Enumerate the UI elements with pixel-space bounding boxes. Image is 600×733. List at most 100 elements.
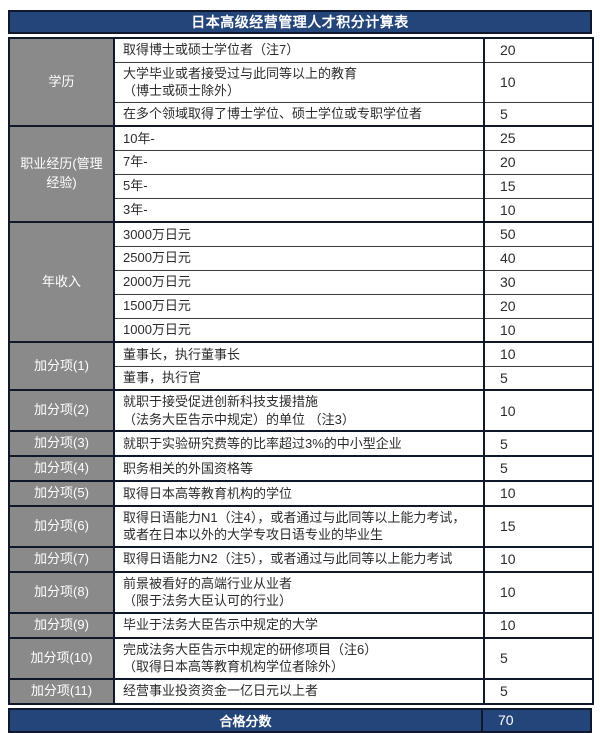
points-cell: 5 [483, 636, 594, 680]
points-cell: 25 [483, 125, 594, 151]
table-row: 加分项(5) 取得日本高等教育机构的学位 10 [8, 479, 594, 507]
description-cell: 取得日语能力N1（注4），或者通过与此同等以上能力考试， 或者在日本以外的大学专攻… [113, 504, 485, 548]
category-cell: 学历 [8, 36, 115, 127]
description-cell: 10年- [113, 125, 485, 151]
points-cell: 40 [483, 245, 594, 271]
table-row: 大学毕业或者接受过与此同等以上的教育 （博士或硕士除外） 10 [9, 61, 594, 103]
points-cell: 10 [483, 61, 594, 103]
points-cell: 15 [483, 173, 594, 199]
points-cell: 10 [483, 197, 594, 223]
description-cell: 前景被看好的高端行业从业者 （限于法务大臣认可的行业） [113, 570, 485, 614]
description-cell: 取得博士或硕士学位者（注7） [113, 37, 485, 63]
table-row: 1500万日元 20 [9, 293, 594, 319]
points-cell: 5 [483, 365, 594, 391]
description-cell: 3年- [113, 197, 485, 223]
description-line: 取得博士或硕士学位者（注7） [123, 42, 300, 58]
category-cell: 加分项(6) [8, 504, 115, 548]
table-row: 董事，执行官 5 [9, 365, 594, 391]
points-cell: 10 [483, 611, 594, 639]
description-line: 10年- [123, 130, 155, 146]
category-cell: 加分项(10) [8, 636, 115, 680]
description-cell: 7年- [113, 149, 485, 175]
description-line: 5年- [123, 178, 148, 194]
description-line: 2000万日元 [123, 274, 191, 290]
description-cell: 经营事业投资资金一亿日元以上者 [113, 677, 485, 705]
description-line: 3000万日元 [123, 226, 191, 242]
description-line: （法务大臣告示中规定）的单位 （注3） [123, 411, 355, 427]
description-line: 1500万日元 [123, 298, 191, 314]
description-line: （取得日本高等教育机构学位者除外） [123, 659, 345, 675]
category-cell: 加分项(4) [8, 455, 115, 482]
description-line: 完成法务大臣告示中规定的研修项目（注6） [123, 641, 378, 657]
category-cell: 加分项(5) [8, 479, 115, 507]
description-cell: 完成法务大臣告示中规定的研修项目（注6） （取得日本高等教育机构学位者除外） [113, 636, 485, 680]
description-cell: 在多个领域取得了博士学位、硕士学位或专职学位者 [113, 101, 485, 127]
description-line: 毕业于法务大臣告示中规定的大学 [123, 617, 319, 633]
description-line: 大学毕业或者接受过与此同等以上的教育 [123, 65, 358, 81]
category-cell: 职业经历(管理经验) [8, 125, 115, 223]
description-line: 3年- [123, 202, 148, 218]
description-line: （博士或硕士除外） [123, 83, 241, 99]
table-row: 3年- 10 [9, 197, 594, 223]
table-row: 5年- 15 [9, 173, 594, 199]
description-line: 前景被看好的高端行业从业者 [123, 575, 293, 591]
description-cell: 董事长，执行董事长 [113, 341, 485, 367]
description-cell: 1500万日元 [113, 293, 485, 319]
table-row: 加分项(8) 前景被看好的高端行业从业者 （限于法务大臣认可的行业） 10 [8, 570, 594, 614]
points-cell: 20 [483, 293, 594, 319]
table-title: 日本高级经营管理人才积分计算表 [8, 10, 592, 34]
category-cell: 加分项(3) [8, 430, 115, 457]
description-line: 职务相关的外国资格等 [123, 460, 254, 476]
table-row: 7年- 20 [9, 149, 594, 175]
table-row: 加分项(9) 毕业于法务大臣告示中规定的大学 10 [8, 611, 594, 639]
description-cell: 职务相关的外国资格等 [113, 455, 485, 482]
table-row: 加分项(4) 职务相关的外国资格等 5 [8, 455, 594, 482]
points-cell: 5 [483, 677, 594, 705]
points-cell: 10 [483, 389, 594, 432]
points-cell: 5 [483, 430, 594, 457]
category-cell: 加分项(7) [8, 545, 115, 573]
description-line: 就职于接受促进创新科技支援措施 [123, 394, 319, 410]
table-row: 在多个领域取得了博士学位、硕士学位或专职学位者 5 [9, 101, 594, 127]
category-cell: 加分项(11) [8, 677, 115, 705]
description-cell: 就职于接受促进创新科技支援措施 （法务大臣告示中规定）的单位 （注3） [113, 389, 485, 432]
table-row: 加分项(6) 取得日语能力N1（注4），或者通过与此同等以上能力考试， 或者在日本以… [8, 504, 594, 548]
points-table-wrapper: 日本高级经营管理人才积分计算表 学历 取得博士或硕士学位者（注7） 20 大学毕业或者… [8, 10, 594, 733]
description-cell: 1000万日元 [113, 317, 485, 343]
description-cell: 3000万日元 [113, 221, 485, 247]
table-row: 2000万日元 30 [9, 269, 594, 295]
description-line: （限于法务大臣认可的行业） [123, 593, 293, 609]
table-row: 职业经历(管理经验) 10年- 25 [8, 125, 594, 223]
footer-points: 70 [498, 712, 514, 729]
description-cell: 5年- [113, 173, 485, 199]
category-cell: 加分项(1) [8, 341, 115, 391]
category-cell: 加分项(2) [8, 389, 115, 432]
category-cell: 加分项(8) [8, 570, 115, 614]
description-line: 取得日语能力N1（注4），或者通过与此同等以上能力考试， [123, 509, 466, 525]
description-line: 董事长，执行董事长 [123, 346, 241, 362]
footer-label: 合格分数 [10, 709, 483, 731]
category-cell: 加分项(9) [8, 611, 115, 639]
table-row: 加分项(2) 就职于接受促进创新科技支援措施 （法务大臣告示中规定）的单位 （注3）… [8, 389, 594, 432]
description-cell: 毕业于法务大臣告示中规定的大学 [113, 611, 485, 639]
points-table: 学历 取得博士或硕士学位者（注7） 20 大学毕业或者接受过与此同等以上的教育 （博士或… [8, 36, 594, 705]
description-line: 1000万日元 [123, 322, 191, 338]
description-cell: 2000万日元 [113, 269, 485, 295]
points-cell: 10 [483, 570, 594, 614]
points-cell: 15 [483, 504, 594, 548]
points-cell: 20 [483, 37, 594, 63]
points-cell: 30 [483, 269, 594, 295]
description-cell: 取得日本高等教育机构的学位 [113, 479, 485, 507]
table-row: 学历 取得博士或硕士学位者（注7） 20 [8, 36, 594, 127]
description-line: 2500万日元 [123, 250, 191, 266]
description-line: 或者在日本以外的大学专攻日语专业的毕业生 [123, 527, 384, 543]
table-row: 加分项(11) 经营事业投资资金一亿日元以上者 5 [8, 677, 594, 705]
description-line: 董事，执行官 [123, 370, 202, 386]
description-cell: 就职于实验研究费等的比率超过3%的中小型企业 [113, 430, 485, 457]
description-line: 在多个领域取得了博士学位、硕士学位或专职学位者 [123, 106, 423, 122]
description-cell: 取得日语能力N2（注5），或者通过与此同等以上能力考试 [113, 545, 485, 573]
points-cell: 10 [483, 545, 594, 573]
points-cell: 10 [483, 317, 594, 343]
points-cell: 5 [483, 101, 594, 127]
